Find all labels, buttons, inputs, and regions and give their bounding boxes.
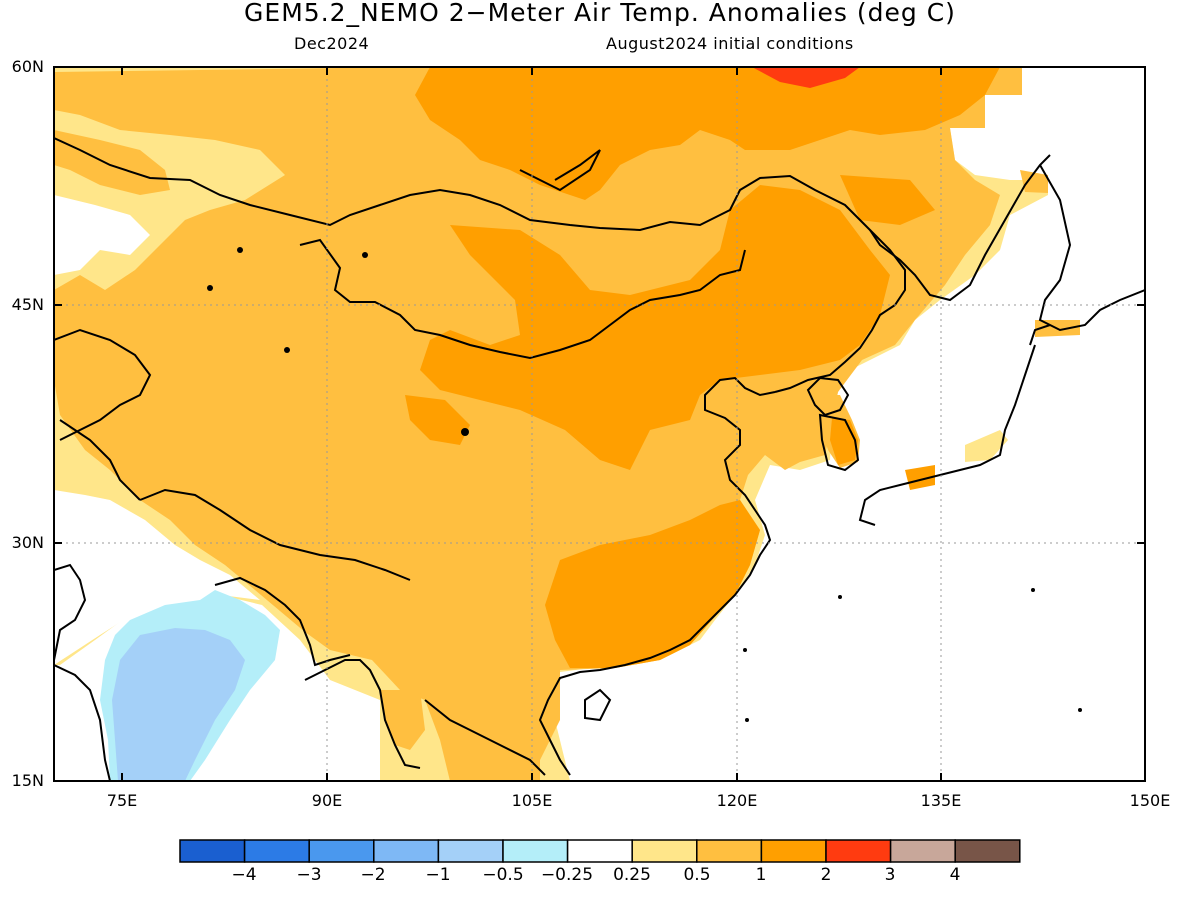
colorbar-swatch [243, 839, 310, 863]
colorbar-swatch [502, 839, 569, 863]
lon-label-120e: 120E [716, 791, 758, 810]
lon-label-150e: 150E [1129, 791, 1171, 810]
colorbar-swatch [179, 839, 246, 863]
colorbar-label-m05: −0.5 [482, 865, 524, 885]
colorbar-swatch [760, 839, 827, 863]
map-title: GEM5.2_NEMO 2−Meter Air Temp. Anomalies … [244, 0, 956, 27]
lat-label-30n: 30N [11, 533, 44, 552]
colorbar-label-m2: −2 [360, 865, 386, 885]
lat-label-60n: 60N [11, 57, 44, 76]
colorbar-label-m1: −1 [425, 865, 451, 885]
colorbar-swatch [889, 839, 956, 863]
colorbar-swatch [825, 839, 892, 863]
colorbar-label-m4: −4 [231, 865, 257, 885]
neutral-patch-india [54, 490, 260, 665]
valid-month-label: Dec2024 [294, 34, 370, 53]
lon-label-135e: 135E [920, 791, 962, 810]
colorbar-label-05: 0.5 [683, 865, 711, 885]
strong-warm-tibet [405, 395, 470, 445]
colorbar-swatch [696, 839, 763, 863]
warm-patch-sahkalin [1020, 170, 1048, 193]
cold-india [112, 628, 245, 781]
colorbar-label-m025: −0.25 [540, 865, 594, 885]
colorbar-swatch [954, 839, 1021, 863]
lat-label-45n: 45N [11, 295, 44, 314]
grid-lines [54, 67, 1145, 781]
strong-warm-china-south [545, 500, 760, 668]
strong-warm-fareast [840, 175, 935, 225]
init-conditions-label: August2024 initial conditions [606, 34, 854, 53]
strong-warm-north [415, 67, 1000, 200]
colorbar [179, 839, 1021, 863]
colorbar-swatch [373, 839, 440, 863]
colorbar-label-2: 2 [820, 865, 832, 885]
coastlines [54, 137, 1145, 781]
colorbar-swatch [566, 839, 633, 863]
strong-warm-japan [905, 465, 935, 490]
colorbar-label-025: 0.25 [613, 865, 651, 885]
lon-label-90e: 90E [311, 791, 343, 810]
lon-label-75e: 75E [106, 791, 138, 810]
strong-warm-mongolia [420, 185, 890, 470]
neutral-patch-kazakh [54, 195, 150, 275]
island-marks [207, 247, 1082, 722]
anomaly-field [54, 67, 1145, 781]
weak-warm-japan [965, 430, 1008, 462]
strong-warm-korea [830, 418, 858, 465]
hot-patch-north [752, 67, 860, 88]
colorbar-label-m3: −3 [296, 865, 322, 885]
lon-label-105e: 105E [511, 791, 553, 810]
axis-ticks [54, 66, 1145, 782]
colorbar-swatch [437, 839, 504, 863]
colorbar-label-1: 1 [755, 865, 767, 885]
colorbar-swatch [631, 839, 698, 863]
colorbar-label-4: 4 [949, 865, 961, 885]
plot-frame [53, 66, 1146, 782]
lat-label-15n: 15N [11, 771, 44, 790]
colorbar-label-3: 3 [884, 865, 896, 885]
colorbar-swatch [308, 839, 375, 863]
warm-region-west [54, 130, 170, 195]
